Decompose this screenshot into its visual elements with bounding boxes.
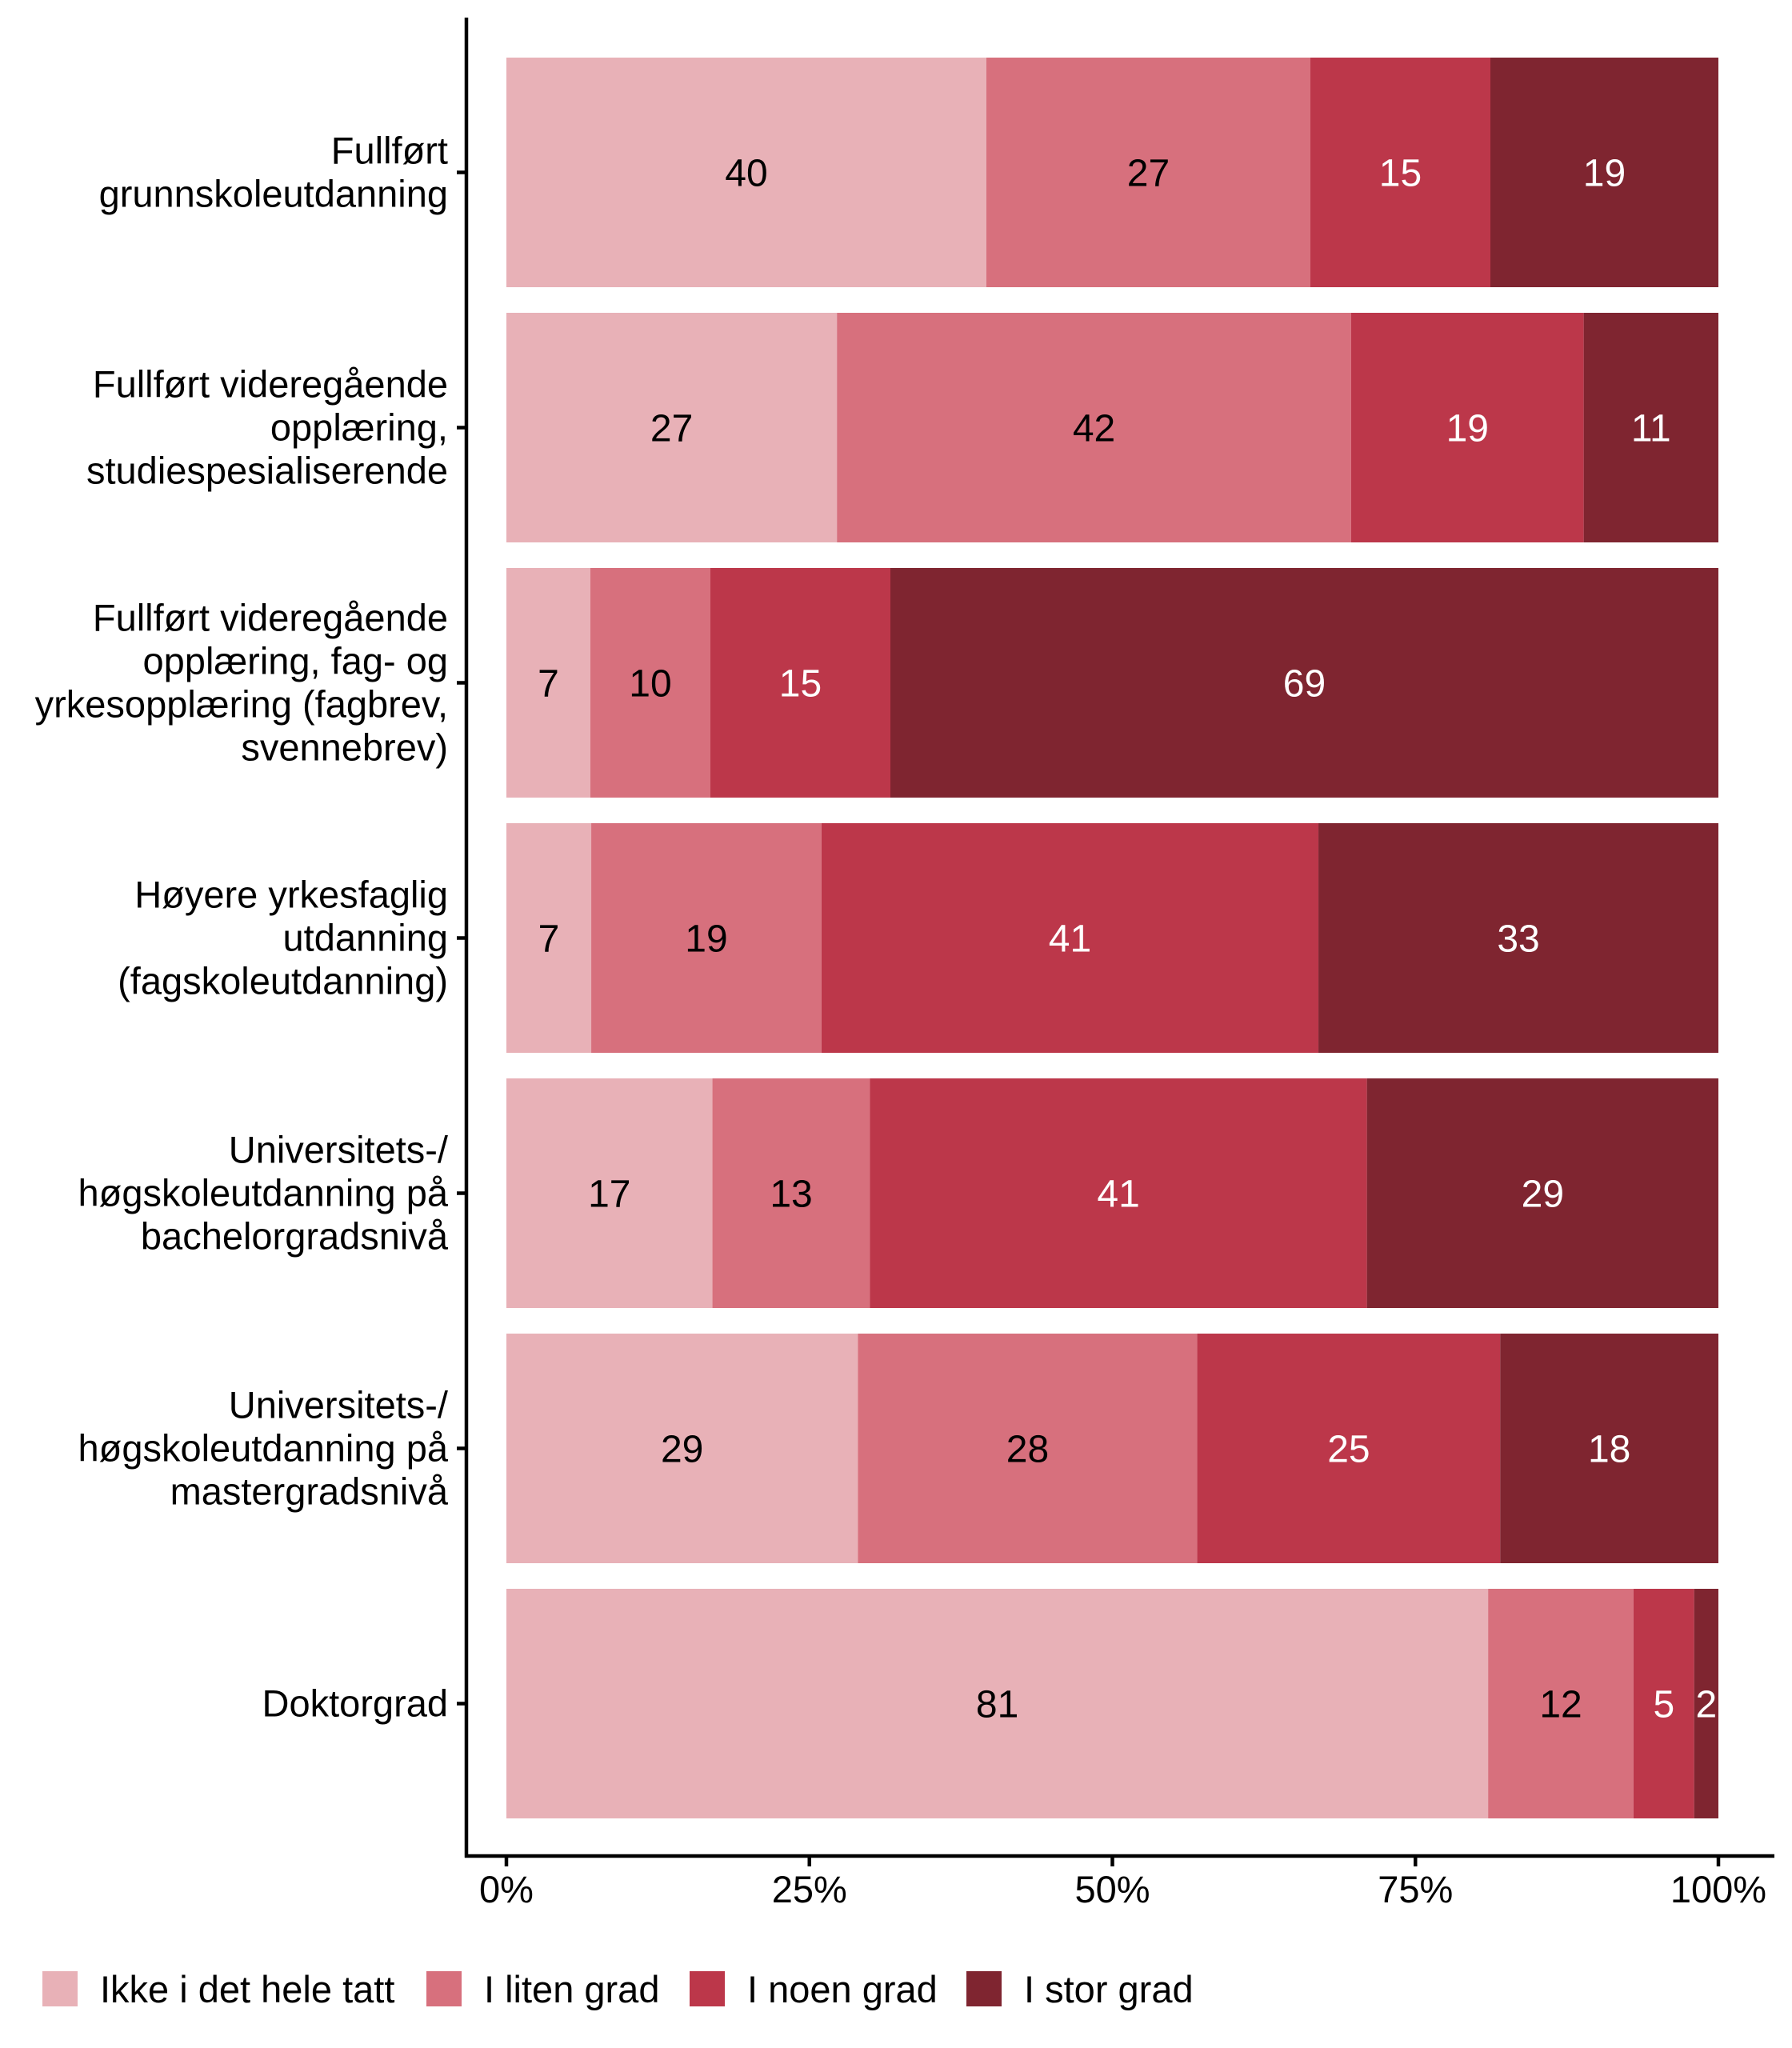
y-axis <box>457 18 469 1858</box>
data-label: 27 <box>650 408 693 450</box>
data-label: 41 <box>1049 918 1091 961</box>
x-tick-label: 25% <box>772 1868 847 1910</box>
y-axis-labels: Fullført grunnskoleutdanning Fullført vide… <box>35 130 449 1725</box>
bar-segment <box>591 823 822 1053</box>
bar-segment <box>1490 58 1718 287</box>
data-label: 15 <box>779 663 822 706</box>
data-label: 13 <box>770 1174 812 1216</box>
data-label: 81 <box>976 1684 1018 1726</box>
x-tick-label: 100% <box>1670 1868 1766 1910</box>
legend-swatch <box>426 1971 462 2006</box>
bar-segment <box>1197 1334 1501 1563</box>
data-label: 69 <box>1283 663 1326 706</box>
data-label: 7 <box>538 918 560 961</box>
legend-item: I liten grad <box>426 1968 659 2010</box>
legend-label: I noen grad <box>747 1968 938 2010</box>
bar-segment <box>1694 1589 1718 1818</box>
x-tick-label: 50% <box>1074 1868 1150 1910</box>
data-label: 12 <box>1539 1684 1582 1726</box>
data-label: 15 <box>1379 153 1422 195</box>
bar-segment <box>986 58 1310 287</box>
data-label: 18 <box>1588 1429 1630 1471</box>
bar-segment <box>870 1078 1367 1308</box>
category-label: Universitets-/høgskoleutdanning på master… <box>78 1384 448 1513</box>
bar-segment <box>1633 1589 1694 1818</box>
bar-segment <box>1310 58 1490 287</box>
data-label: 19 <box>685 918 727 961</box>
category-label: Fullført videregående opplæring, fag- og y… <box>35 597 448 769</box>
legend-swatch <box>690 1971 725 2006</box>
data-label: 19 <box>1583 153 1626 195</box>
data-label: 10 <box>629 663 671 706</box>
bar-segment <box>506 58 986 287</box>
data-label: 28 <box>1006 1429 1049 1471</box>
bar-segment <box>1366 1078 1718 1308</box>
bar-segment <box>1488 1589 1634 1818</box>
bar-segment <box>837 313 1351 542</box>
bar-segment <box>821 823 1319 1053</box>
data-label: 40 <box>725 153 767 195</box>
bar-segment <box>506 823 592 1053</box>
bar-segment <box>1583 313 1718 542</box>
bar-segment <box>590 568 710 798</box>
bar-segment <box>506 1078 713 1308</box>
category-label: Høyere yrkesfaglig utdanning (fagskoleutda… <box>118 874 448 1002</box>
data-label: 27 <box>1127 153 1170 195</box>
legend-label: I liten grad <box>484 1968 659 2010</box>
x-axis-ticks: 0% 25% 50% 75% 100% <box>479 1856 1766 1910</box>
bar-segment <box>1500 1334 1718 1563</box>
category-label: Doktorgrad <box>262 1682 449 1725</box>
data-label: 29 <box>661 1429 703 1471</box>
bar-segment <box>506 1334 858 1563</box>
category-label: Fullført grunnskoleutdanning <box>99 130 448 215</box>
data-label: 17 <box>588 1174 630 1216</box>
data-label: 7 <box>538 663 559 706</box>
bar-segment <box>858 1334 1198 1563</box>
legend-item: Ikke i det hele tatt <box>42 1968 394 2010</box>
legend-item: I stor grad <box>966 1968 1194 2010</box>
bar-segment <box>710 568 890 798</box>
bars-layer <box>506 58 1718 1818</box>
data-label: 19 <box>1446 408 1489 450</box>
data-label: 42 <box>1073 408 1115 450</box>
legend: Ikke i det hele tatt I liten grad I noen g… <box>42 1968 1194 2010</box>
legend-label: Ikke i det hele tatt <box>100 1968 394 2010</box>
data-label: 2 <box>1695 1684 1717 1726</box>
bar-segment <box>712 1078 870 1308</box>
data-label: 41 <box>1097 1174 1139 1216</box>
bar-segment <box>1318 823 1718 1053</box>
data-label: 29 <box>1522 1174 1564 1216</box>
x-tick-label: 0% <box>479 1868 534 1910</box>
segment-labels-layer: 40 27 15 19 27 42 19 11 7 10 15 69 7 19 41 33 17 13 41 29 29… <box>538 153 1717 1726</box>
bar-segment <box>506 568 590 798</box>
bar-segment <box>506 313 838 542</box>
data-label: 33 <box>1497 918 1539 961</box>
data-label: 11 <box>1631 408 1671 450</box>
bar-segment <box>506 1589 1489 1818</box>
category-label: Fullført videregående opplæring, studiespe… <box>86 363 448 492</box>
x-tick-label: 75% <box>1378 1868 1453 1910</box>
legend-swatch <box>42 1971 78 2006</box>
data-label: 25 <box>1327 1429 1370 1471</box>
legend-swatch <box>966 1971 1002 2006</box>
data-label: 5 <box>1653 1684 1674 1726</box>
bar-segment <box>1350 313 1584 542</box>
bar-segment <box>890 568 1718 798</box>
legend-item: I noen grad <box>690 1968 938 2010</box>
legend-label: I stor grad <box>1024 1968 1194 2010</box>
category-label: Universitets-/høgskoleutdanning på bachel… <box>78 1129 448 1258</box>
